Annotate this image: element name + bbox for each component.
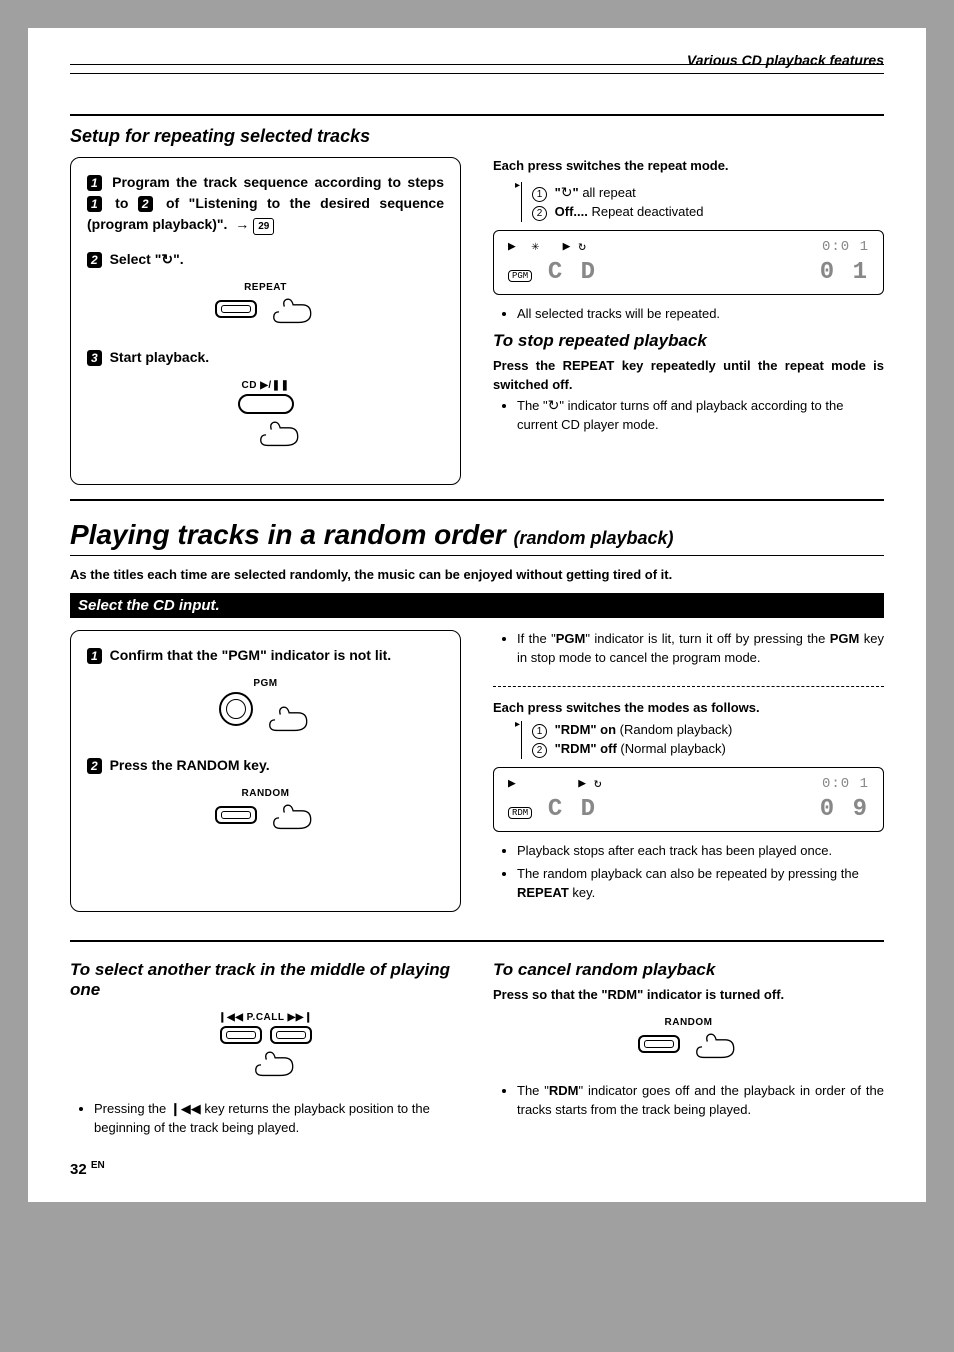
page-ref-29: 29 xyxy=(253,218,274,235)
hand-icon xyxy=(268,704,312,739)
random-stop-note: Playback stops after each track has been… xyxy=(517,842,884,861)
step-2: 2 Select "↻". xyxy=(87,249,444,270)
step-badge-3: 3 xyxy=(87,350,102,366)
repeat-opt-1: 1 "↻" all repeat xyxy=(532,182,884,203)
repeat-notes: All selected tracks will be repeated. xyxy=(517,305,884,324)
repeat-opt-2: 2 Off.... Repeat deactivated xyxy=(532,203,884,222)
circled-2: 2 xyxy=(532,743,547,758)
random-modes-heading: Each press switches the modes as follows… xyxy=(493,699,884,718)
step-badge-1: 1 xyxy=(87,175,102,191)
cancel-random-notes: The "RDM" indicator goes off and the pla… xyxy=(517,1082,884,1120)
pcall-button-illustration: ❙◀◀ P.CALL ▶▶❙ xyxy=(70,1012,461,1084)
random-notes-top: If the "PGM" indicator is lit, turn it o… xyxy=(517,630,884,668)
lcd-icons: ▶ ▶ ↻ xyxy=(508,776,602,792)
hand-icon xyxy=(272,802,316,837)
repeat-icon: ↻ xyxy=(548,395,560,415)
rule xyxy=(70,940,884,942)
circled-1: 1 xyxy=(532,187,547,202)
lcd-display-2: ▶ ▶ ↻ 0:0 1 RDM C D 0 9 xyxy=(493,767,884,832)
stop-repeat-notes: The "↻" indicator turns off and playback… xyxy=(517,395,884,435)
ref-badge-1: 1 xyxy=(87,196,102,212)
cd-label: CD ▶/❚❚ xyxy=(87,380,444,391)
repeat-label: REPEAT xyxy=(87,282,444,293)
select-another-notes: Pressing the ❙◀◀ key returns the playbac… xyxy=(94,1100,461,1138)
header-section-label: Various CD playback features xyxy=(687,52,884,68)
random-mode-options: 1 "RDM" on (Random playback) 2 "RDM" off… xyxy=(521,721,884,759)
cancel-random-heading: To cancel random playback xyxy=(493,960,884,980)
manual-page: Various CD playback features Setup for r… xyxy=(28,28,926,1202)
random-step-2: 2 Press the RANDOM key. xyxy=(87,755,444,776)
button-rect xyxy=(638,1035,680,1053)
random-steps-box: 1 Confirm that the "PGM" indicator is no… xyxy=(70,630,461,912)
rdm-on: 1 "RDM" on (Random playback) xyxy=(532,721,884,740)
random-notes-bottom: Playback stops after each track has been… xyxy=(517,842,884,903)
button-rect xyxy=(215,300,257,318)
stop-note-1: The "↻" indicator turns off and playback… xyxy=(517,395,884,435)
select-another-heading: To select another track in the middle of… xyxy=(70,960,461,1000)
button-rect-next xyxy=(270,1026,312,1044)
cd-button-illustration: CD ▶/❚❚ xyxy=(87,380,444,454)
lcd-pgm: PGM C D xyxy=(508,259,597,286)
rdm-off-note: The "RDM" indicator goes off and the pla… xyxy=(517,1082,884,1120)
circled-1: 1 xyxy=(532,724,547,739)
circled-2: 2 xyxy=(532,206,547,221)
hand-icon xyxy=(259,419,303,454)
button-round xyxy=(219,692,253,726)
page-lang: EN xyxy=(91,1160,105,1171)
hand-icon xyxy=(695,1031,739,1066)
button-rect-prev xyxy=(220,1026,262,1044)
prev-key-note: Pressing the ❙◀◀ key returns the playbac… xyxy=(94,1100,461,1138)
random-repeat-note: The random playback can also be repeated… xyxy=(517,865,884,903)
rdm-off: 2 "RDM" off (Normal playback) xyxy=(532,740,884,759)
pgm-button-illustration: PGM xyxy=(87,678,444,739)
random-step-1: 1 Confirm that the "PGM" indicator is no… xyxy=(87,645,444,666)
repeat-icon: ↻ xyxy=(161,249,173,270)
random-label: RANDOM xyxy=(87,788,444,799)
pcall-label: ❙◀◀ P.CALL ▶▶❙ xyxy=(70,1012,461,1023)
lcd-track: 0 1 xyxy=(820,259,869,286)
pgm-note: If the "PGM" indicator is lit, turn it o… xyxy=(517,630,884,668)
hand-icon xyxy=(254,1049,298,1084)
pgm-label: PGM xyxy=(87,678,444,689)
random-label-2: RANDOM xyxy=(493,1017,884,1028)
hand-icon xyxy=(272,296,316,331)
random-intro: As the titles each time are selected ran… xyxy=(70,566,884,585)
lcd-time: 0:0 1 xyxy=(822,239,869,255)
ref-badge-2: 2 xyxy=(138,196,153,212)
step-badge-2: 2 xyxy=(87,252,102,268)
lcd-display-1: ▶ ✳ ▶ ↻ 0:0 1 PGM C D 0 1 xyxy=(493,230,884,295)
repeat-icon: ↻ xyxy=(561,182,573,202)
page-footer: 32 EN xyxy=(70,1160,884,1178)
dashed-separator xyxy=(493,686,884,687)
step-1: 1 Program the track sequence according t… xyxy=(87,172,444,235)
random-button-illustration-2: RANDOM xyxy=(493,1017,884,1066)
lcd-track: 0 9 xyxy=(820,796,869,823)
setup-steps-box: 1 Program the track sequence according t… xyxy=(70,157,461,485)
stop-repeat-heading: To stop repeated playback xyxy=(493,331,884,351)
rule xyxy=(70,499,884,501)
random-heading: Playing tracks in a random order (random… xyxy=(70,519,884,551)
rule xyxy=(70,114,884,116)
stop-repeat-instruction: Press the REPEAT key repeatedly until th… xyxy=(493,357,884,395)
step-3: 3 Start playback. xyxy=(87,347,444,368)
note-all-repeated: All selected tracks will be repeated. xyxy=(517,305,884,324)
step-badge-1: 1 xyxy=(87,648,102,664)
button-rect xyxy=(215,806,257,824)
random-button-illustration: RANDOM xyxy=(87,788,444,837)
step-badge-2: 2 xyxy=(87,758,102,774)
setup-title: Setup for repeating selected tracks xyxy=(70,126,884,147)
repeat-button-illustration: REPEAT xyxy=(87,282,444,331)
button-oval xyxy=(238,394,294,414)
select-cd-input: Select the CD input. xyxy=(70,593,884,618)
lcd-icons: ▶ ✳ ▶ ↻ xyxy=(508,239,586,255)
repeat-mode-options: 1 "↻" all repeat 2 Off.... Repeat deacti… xyxy=(521,182,884,222)
repeat-mode-heading: Each press switches the repeat mode. xyxy=(493,157,884,176)
page-number: 32 xyxy=(70,1161,87,1178)
cancel-random-instruction: Press so that the "RDM" indicator is tur… xyxy=(493,986,884,1005)
lcd-time: 0:0 1 xyxy=(822,776,869,792)
lcd-rdm: RDM C D xyxy=(508,796,597,823)
rule xyxy=(70,555,884,556)
